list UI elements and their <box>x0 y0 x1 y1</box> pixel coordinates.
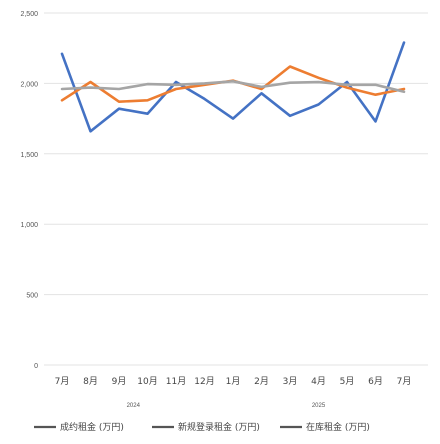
legend: 成约租金 (万円) 新规登录租金 (万円) 在库租金 (万円) <box>34 421 370 433</box>
x-axis-ticks: 7月 8月 9月 10月 11月 12月 1月 2月 3月 4月 5月 6月 7月 <box>55 376 412 387</box>
year-labels: 2024 2025 <box>127 403 326 409</box>
year-label-2024: 2024 <box>127 403 141 409</box>
y-tick-label: 1,000 <box>20 222 38 229</box>
series-line-1 <box>60 41 406 133</box>
legend-label: 成约租金 (万円) <box>60 421 124 433</box>
y-tick-label: 2,500 <box>20 11 38 18</box>
x-tick-label: 4月 <box>311 376 326 387</box>
y-tick-label: 0 <box>34 363 38 370</box>
y-axis-ticks: 0 500 1,000 1,500 2,000 2,500 <box>20 11 38 370</box>
y-tick-label: 1,500 <box>20 152 38 159</box>
x-tick-label: 2月 <box>254 376 269 387</box>
x-tick-label: 1月 <box>226 376 241 387</box>
y-tick-label: 500 <box>26 293 38 300</box>
gridlines <box>44 12 428 366</box>
x-tick-label: 8月 <box>83 376 98 387</box>
legend-label: 在库租金 (万円) <box>306 421 370 433</box>
x-tick-label: 9月 <box>112 376 127 387</box>
series-line-3 <box>60 80 406 94</box>
x-tick-label: 5月 <box>340 376 355 387</box>
x-tick-label: 6月 <box>368 376 383 387</box>
series-lines <box>60 41 406 133</box>
x-tick-label: 12月 <box>194 376 214 387</box>
y-tick-label: 2,000 <box>20 81 38 88</box>
legend-label: 新规登录租金 (万円) <box>178 421 260 433</box>
x-tick-label: 3月 <box>283 376 298 387</box>
x-tick-label: 10月 <box>137 376 157 387</box>
x-tick-label: 7月 <box>55 376 70 387</box>
x-tick-label: 11月 <box>166 376 186 387</box>
year-label-2025: 2025 <box>312 403 326 409</box>
x-tick-label: 7月 <box>397 376 412 387</box>
